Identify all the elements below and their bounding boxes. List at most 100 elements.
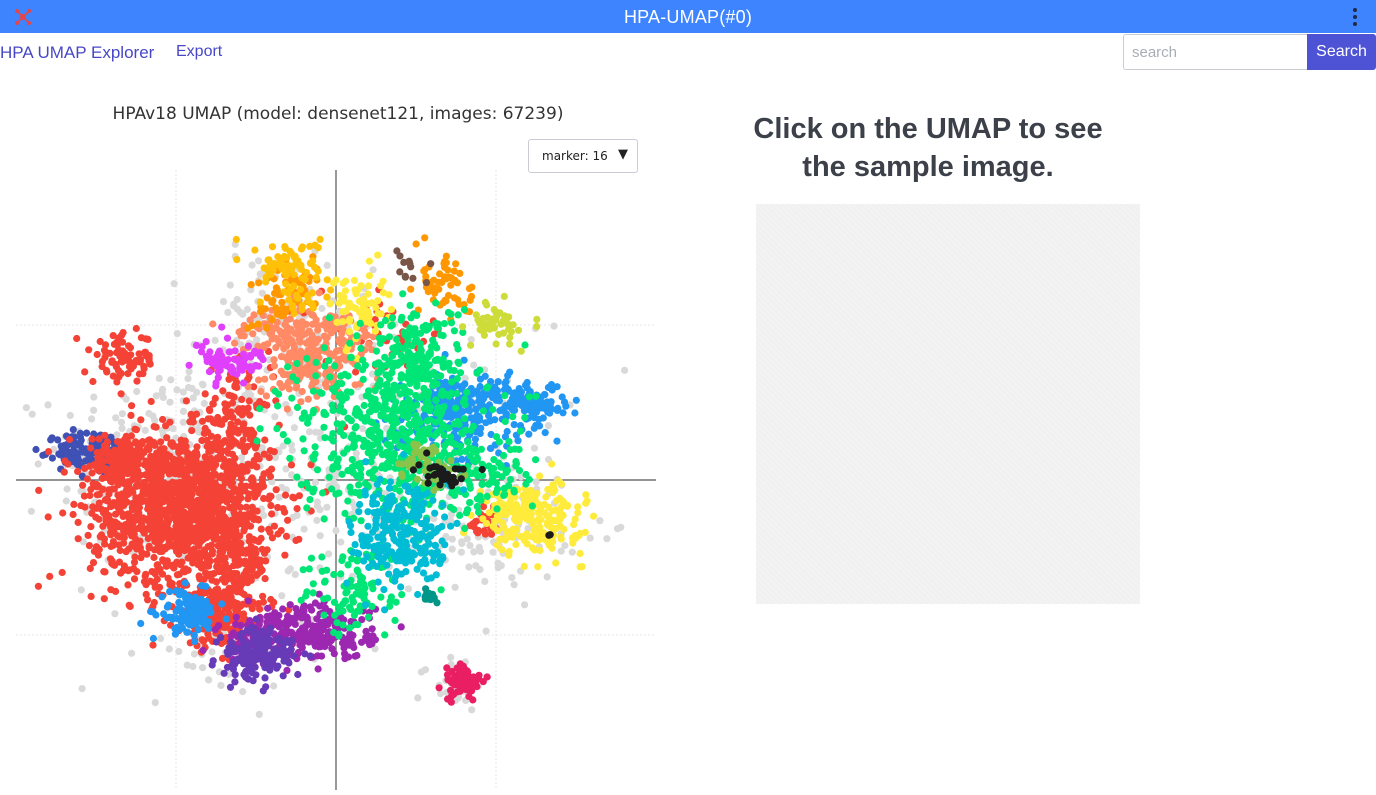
scatter-point[interactable]	[267, 595, 275, 604]
scatter-point[interactable]	[190, 529, 198, 537]
scatter-point[interactable]	[465, 563, 473, 571]
scatter-point[interactable]	[163, 603, 171, 611]
scatter-point[interactable]	[557, 547, 565, 555]
scatter-point[interactable]	[224, 308, 232, 316]
scatter-point[interactable]	[447, 653, 455, 661]
scatter-point[interactable]	[129, 362, 137, 370]
scatter-point[interactable]	[290, 652, 298, 660]
scatter-point[interactable]	[165, 645, 173, 653]
scatter-point[interactable]	[212, 638, 220, 646]
scatter-point[interactable]	[247, 554, 256, 562]
scatter-point[interactable]	[552, 559, 560, 567]
scatter-point[interactable]	[469, 520, 477, 528]
scatter-point[interactable]	[270, 362, 278, 370]
scatter-point[interactable]	[371, 327, 379, 335]
scatter-point[interactable]	[139, 488, 147, 496]
scatter-point[interactable]	[298, 318, 306, 326]
scatter-point[interactable]	[198, 436, 206, 445]
scatter-point[interactable]	[284, 516, 292, 524]
scatter-point[interactable]	[159, 465, 167, 473]
scatter-point[interactable]	[151, 528, 159, 536]
brand-link[interactable]: HPA UMAP Explorer	[0, 43, 155, 62]
search-input[interactable]	[1123, 34, 1307, 70]
scatter-point[interactable]	[187, 517, 195, 525]
scatter-point[interactable]	[269, 373, 277, 381]
scatter-point[interactable]	[158, 389, 166, 397]
scatter-point[interactable]	[525, 509, 533, 517]
scatter-point[interactable]	[377, 310, 385, 318]
scatter-point[interactable]	[254, 638, 262, 647]
scatter-point[interactable]	[360, 298, 368, 306]
scatter-point[interactable]	[137, 450, 145, 458]
scatter-point[interactable]	[118, 471, 126, 479]
scatter-point[interactable]	[147, 498, 155, 507]
scatter-point[interactable]	[208, 648, 216, 656]
scatter-point[interactable]	[158, 593, 166, 601]
scatter-point[interactable]	[333, 318, 341, 326]
scatter-point[interactable]	[232, 620, 240, 628]
scatter-point[interactable]	[28, 410, 36, 418]
scatter-point[interactable]	[127, 449, 135, 457]
scatter-point[interactable]	[215, 495, 223, 503]
scatter-point[interactable]	[221, 437, 229, 445]
scatter-point[interactable]	[69, 510, 77, 519]
scatter-point[interactable]	[461, 374, 469, 382]
scatter-point[interactable]	[22, 404, 30, 412]
scatter-point[interactable]	[202, 525, 210, 533]
scatter-point[interactable]	[122, 395, 130, 403]
scatter-point[interactable]	[265, 525, 273, 533]
scatter-point[interactable]	[60, 468, 68, 476]
scatter-point[interactable]	[590, 512, 598, 520]
scatter-point[interactable]	[261, 436, 269, 444]
scatter-point[interactable]	[250, 630, 258, 638]
scatter-point[interactable]	[115, 438, 124, 446]
scatter-point[interactable]	[311, 241, 319, 249]
scatter-point[interactable]	[494, 559, 502, 567]
scatter-point[interactable]	[437, 690, 445, 698]
scatter-point[interactable]	[198, 417, 207, 425]
scatter-point[interactable]	[88, 435, 96, 443]
scatter-point[interactable]	[467, 336, 475, 344]
scatter-point[interactable]	[243, 559, 251, 567]
scatter-point[interactable]	[100, 595, 108, 603]
scatter-point[interactable]	[172, 522, 180, 530]
scatter-point[interactable]	[117, 390, 125, 398]
scatter-point[interactable]	[289, 493, 297, 501]
scatter-point[interactable]	[239, 514, 247, 522]
scatter-point[interactable]	[262, 278, 270, 286]
scatter-point[interactable]	[199, 664, 207, 672]
scatter-point[interactable]	[143, 550, 151, 558]
scatter-point[interactable]	[323, 334, 331, 342]
scatter-point[interactable]	[164, 574, 172, 582]
scatter-point[interactable]	[485, 509, 493, 517]
scatter-point[interactable]	[201, 619, 209, 627]
scatter-point[interactable]	[351, 381, 359, 389]
scatter-point[interactable]	[513, 525, 521, 533]
scatter-point[interactable]	[404, 585, 413, 593]
scatter-point[interactable]	[129, 488, 137, 496]
scatter-point[interactable]	[450, 267, 458, 275]
scatter-point[interactable]	[282, 465, 290, 473]
scatter-point[interactable]	[571, 409, 579, 417]
scatter-point[interactable]	[541, 429, 549, 437]
scatter-point[interactable]	[531, 546, 539, 554]
scatter-point[interactable]	[261, 674, 269, 682]
scatter-point[interactable]	[205, 448, 213, 456]
scatter-point[interactable]	[181, 479, 189, 487]
scatter-point[interactable]	[124, 470, 132, 478]
scatter-point[interactable]	[188, 427, 196, 435]
scatter-point[interactable]	[62, 497, 70, 505]
scatter-point[interactable]	[333, 347, 342, 355]
scatter-point[interactable]	[76, 433, 84, 441]
scatter-point[interactable]	[133, 377, 141, 385]
scatter-point[interactable]	[153, 545, 161, 554]
scatter-point[interactable]	[293, 511, 301, 519]
scatter-point[interactable]	[459, 382, 467, 390]
scatter-point[interactable]	[131, 553, 139, 561]
scatter-point[interactable]	[303, 269, 311, 277]
scatter-point[interactable]	[272, 334, 280, 342]
scatter-point[interactable]	[202, 464, 210, 472]
scatter-point[interactable]	[179, 407, 188, 415]
scatter-point[interactable]	[146, 436, 154, 444]
scatter-point[interactable]	[130, 558, 139, 566]
